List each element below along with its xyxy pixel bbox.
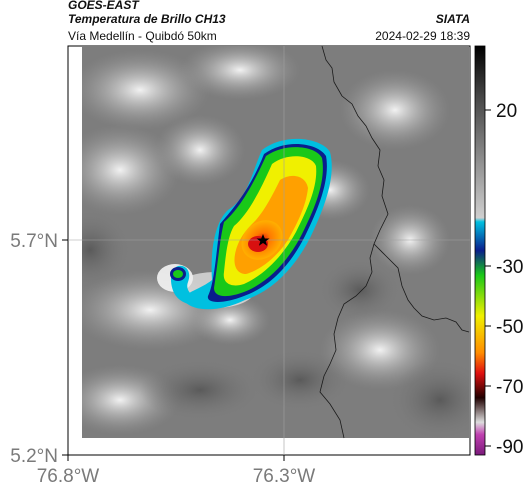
colorbar-label: 20 xyxy=(496,101,517,122)
source-label: SIATA xyxy=(435,12,470,26)
storm-cell xyxy=(170,138,332,310)
datetime-label: 2024-02-29 18:39 xyxy=(375,29,470,43)
star-icon xyxy=(256,234,270,246)
lon-label: 76.3°W xyxy=(253,466,316,487)
lon-label: 76.8°W xyxy=(37,466,100,487)
colorbar xyxy=(474,45,486,456)
region-subtitle: Vía Medellín - Quibdó 50km xyxy=(68,29,217,43)
colorbar-label: -90 xyxy=(496,437,523,458)
axis-ticks xyxy=(62,239,285,461)
admin-boundaries xyxy=(319,45,470,439)
colorbar-label: -30 xyxy=(496,257,523,278)
product-title: Temperatura de Brillo CH13 xyxy=(68,12,226,26)
lat-label: 5.7°N xyxy=(10,231,58,252)
colorbar-ticks xyxy=(485,109,491,447)
colorbar-label: -70 xyxy=(496,377,523,398)
satellite-title: GOES-EAST xyxy=(68,0,139,12)
lat-label: 5.2°N xyxy=(10,446,58,467)
colorbar-label: -50 xyxy=(496,317,523,338)
